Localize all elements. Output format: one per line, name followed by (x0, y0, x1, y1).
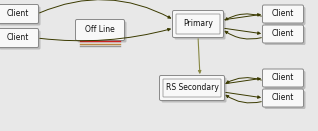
Text: RS Secondary: RS Secondary (166, 83, 218, 92)
FancyBboxPatch shape (265, 7, 306, 25)
Text: Off Line: Off Line (85, 26, 115, 34)
FancyBboxPatch shape (265, 71, 306, 89)
FancyBboxPatch shape (265, 91, 306, 109)
Text: Client: Client (272, 73, 294, 83)
FancyBboxPatch shape (162, 78, 226, 102)
FancyBboxPatch shape (262, 69, 303, 87)
FancyBboxPatch shape (0, 4, 38, 23)
Text: Client: Client (272, 10, 294, 18)
Text: Client: Client (272, 94, 294, 102)
Text: Client: Client (7, 34, 29, 42)
Text: Primary: Primary (183, 20, 213, 29)
Text: Client: Client (272, 29, 294, 39)
FancyBboxPatch shape (262, 5, 303, 23)
FancyBboxPatch shape (265, 27, 306, 45)
Text: Client: Client (7, 10, 29, 18)
FancyBboxPatch shape (75, 20, 125, 40)
FancyBboxPatch shape (0, 7, 40, 26)
FancyBboxPatch shape (262, 89, 303, 107)
FancyBboxPatch shape (0, 31, 40, 50)
FancyBboxPatch shape (172, 10, 224, 37)
FancyBboxPatch shape (175, 12, 225, 40)
FancyBboxPatch shape (78, 21, 127, 42)
FancyBboxPatch shape (262, 25, 303, 43)
FancyBboxPatch shape (0, 29, 38, 48)
FancyBboxPatch shape (160, 75, 225, 100)
